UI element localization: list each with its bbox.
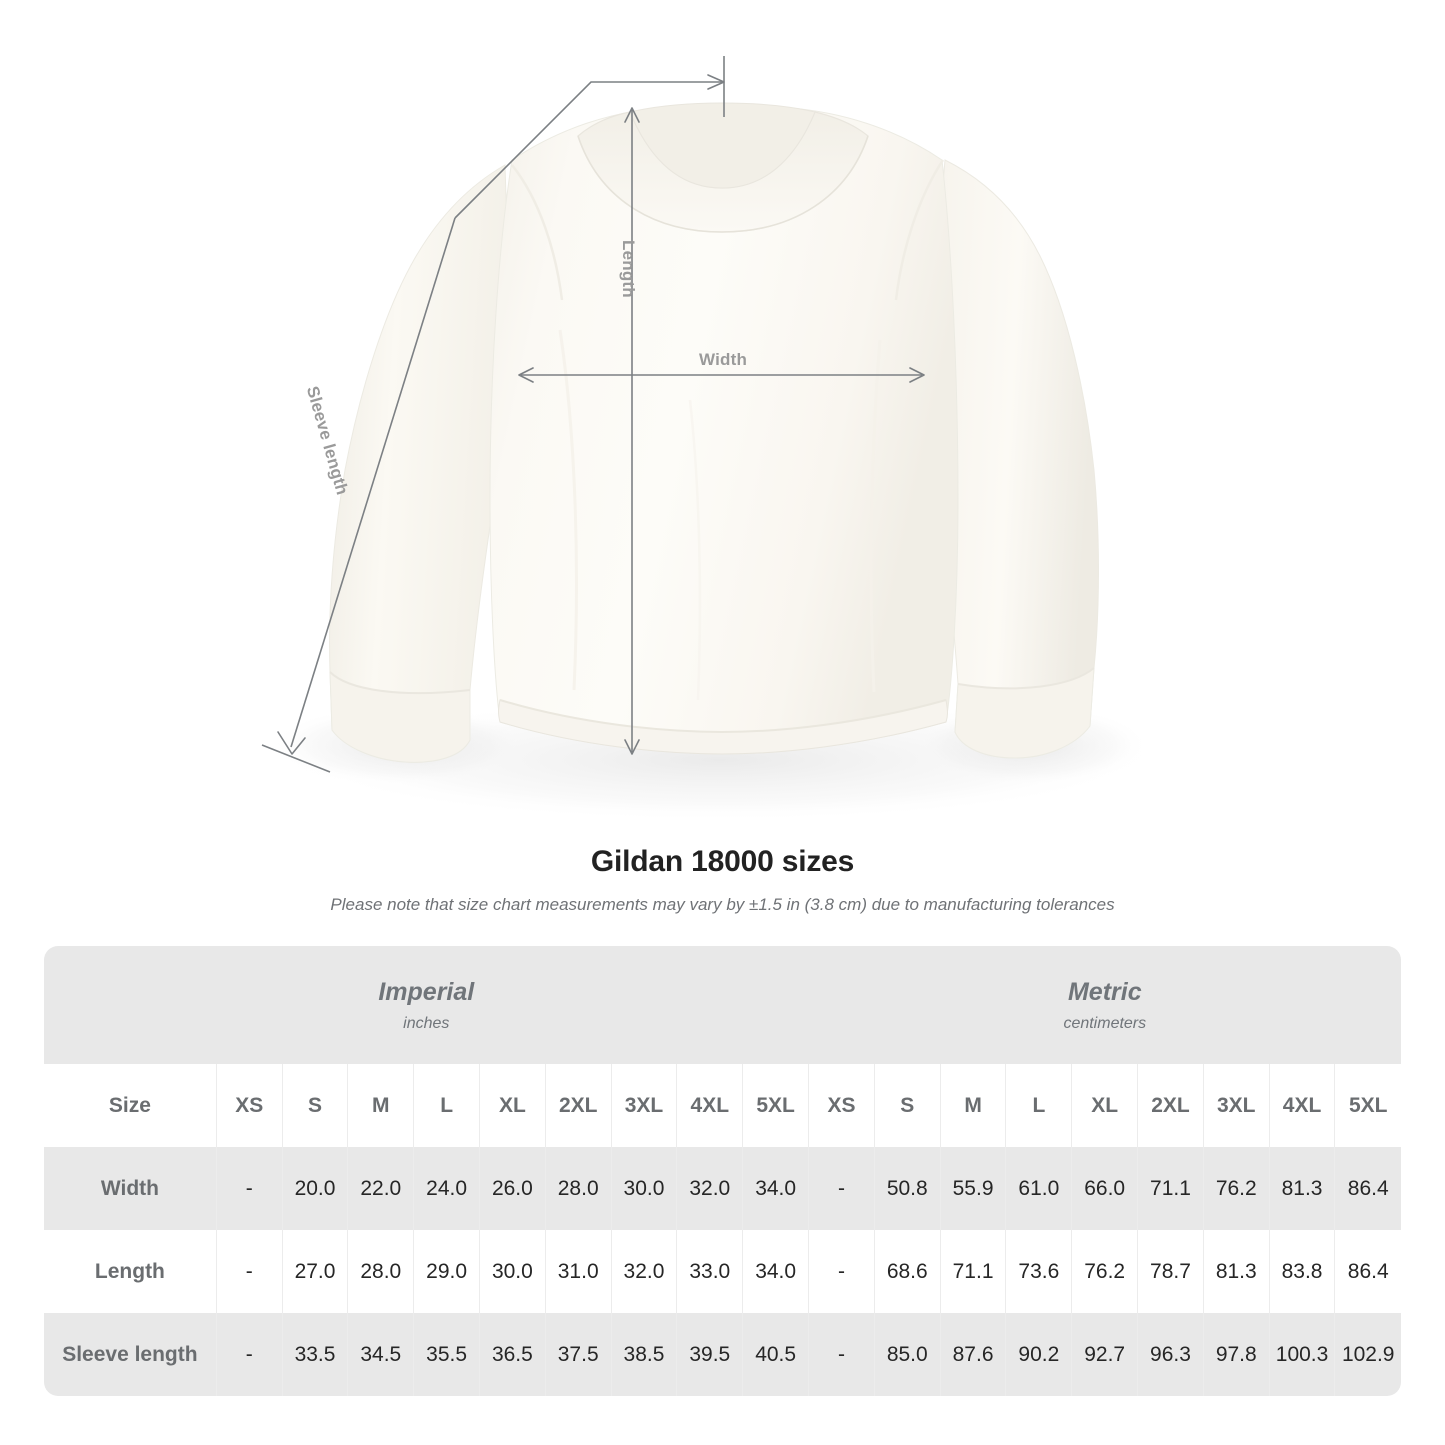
cell-length-imperial-2xl: 31.0 xyxy=(544,1230,612,1313)
cell-sleeve-imperial-4xl: 39.5 xyxy=(676,1313,743,1396)
length-dimension-label: Length xyxy=(619,240,638,298)
cell-width-metric-l: 61.0 xyxy=(1005,1147,1072,1230)
cell-length-metric-5xl: 86.4 xyxy=(1334,1230,1401,1313)
size-header-metric-s: S xyxy=(873,1064,941,1147)
cell-length-imperial-4xl: 33.0 xyxy=(676,1230,743,1313)
cell-width-imperial-s: 20.0 xyxy=(281,1147,348,1230)
cell-sleeve-imperial-l: 35.5 xyxy=(413,1313,480,1396)
cell-length-imperial-xs: - xyxy=(215,1230,283,1313)
size-header-imperial-3xl: 3XL xyxy=(610,1064,677,1147)
imperial-unit-sub: inches xyxy=(403,1015,450,1033)
cell-sleeve-metric-l: 90.2 xyxy=(1005,1313,1072,1396)
row-label-length: Length xyxy=(44,1230,217,1313)
size-header-row: Size XS S M L XL 2XL 3XL 4XL 5XL XS S M … xyxy=(44,1064,1401,1147)
size-header-metric-3xl: 3XL xyxy=(1202,1064,1270,1147)
size-header-imperial-s: S xyxy=(281,1064,348,1147)
cell-length-metric-xs: - xyxy=(808,1230,875,1313)
product-diagram-area: Length Width Sleeve length xyxy=(261,56,1150,822)
metric-unit-name: Metric xyxy=(1067,977,1142,1006)
cell-width-metric-xl: 66.0 xyxy=(1071,1147,1138,1230)
size-header-metric-2xl: 2XL xyxy=(1137,1064,1204,1147)
size-header-imperial-2xl: 2XL xyxy=(544,1064,612,1147)
cell-width-imperial-5xl: 34.0 xyxy=(742,1147,809,1230)
size-header-imperial-l: L xyxy=(413,1064,480,1147)
cell-width-metric-xs: - xyxy=(808,1147,875,1230)
cell-length-imperial-xl: 30.0 xyxy=(479,1230,546,1313)
cell-length-imperial-l: 29.0 xyxy=(413,1230,480,1313)
imperial-unit-cell: Imperial inches xyxy=(44,946,809,1064)
cell-length-imperial-s: 27.0 xyxy=(281,1230,348,1313)
cell-width-metric-5xl: 86.4 xyxy=(1334,1147,1401,1230)
cell-sleeve-metric-2xl: 96.3 xyxy=(1137,1313,1204,1396)
size-header-metric-5xl: 5XL xyxy=(1334,1064,1401,1147)
table-row: Sleeve length - 33.5 34.5 35.5 36.5 37.5… xyxy=(44,1313,1401,1396)
size-header-imperial-m: M xyxy=(347,1064,414,1147)
row-label-sleeve-length: Sleeve length xyxy=(44,1313,217,1396)
cell-width-imperial-l: 24.0 xyxy=(413,1147,480,1230)
cell-width-imperial-2xl: 28.0 xyxy=(544,1147,612,1230)
size-header-metric-xs: XS xyxy=(808,1064,875,1147)
cell-width-metric-3xl: 76.2 xyxy=(1202,1147,1270,1230)
table-row: Length - 27.0 28.0 29.0 30.0 31.0 32.0 3… xyxy=(44,1230,1401,1313)
cell-length-metric-m: 71.1 xyxy=(939,1230,1006,1313)
cell-width-metric-m: 55.9 xyxy=(939,1147,1006,1230)
cell-width-imperial-xl: 26.0 xyxy=(479,1147,546,1230)
table-row: Width - 20.0 22.0 24.0 26.0 28.0 30.0 32… xyxy=(44,1147,1401,1230)
cell-width-imperial-xs: - xyxy=(215,1147,283,1230)
cell-length-metric-4xl: 83.8 xyxy=(1268,1230,1335,1313)
cell-width-imperial-m: 22.0 xyxy=(347,1147,414,1230)
size-header-imperial-5xl: 5XL xyxy=(742,1064,809,1147)
cell-sleeve-imperial-s: 33.5 xyxy=(281,1313,348,1396)
cell-length-metric-3xl: 81.3 xyxy=(1202,1230,1270,1313)
row-label-width: Width xyxy=(44,1147,217,1230)
unit-banner-row: Imperial inches Metric centimeters xyxy=(44,946,1401,1064)
cell-sleeve-imperial-2xl: 37.5 xyxy=(544,1313,612,1396)
imperial-unit-name: Imperial xyxy=(378,977,475,1006)
cell-sleeve-imperial-m: 34.5 xyxy=(347,1313,414,1396)
size-header-metric-xl: XL xyxy=(1071,1064,1138,1147)
cell-length-metric-s: 68.6 xyxy=(873,1230,941,1313)
metric-unit-sub: centimeters xyxy=(1063,1015,1147,1033)
cell-sleeve-metric-m: 87.6 xyxy=(939,1313,1006,1396)
cell-sleeve-imperial-xl: 36.5 xyxy=(479,1313,546,1396)
size-header-imperial-4xl: 4XL xyxy=(676,1064,743,1147)
size-header-imperial-xs: XS xyxy=(215,1064,283,1147)
cell-length-metric-xl: 76.2 xyxy=(1071,1230,1138,1313)
size-header-metric-l: L xyxy=(1005,1064,1072,1147)
cell-sleeve-imperial-5xl: 40.5 xyxy=(742,1313,809,1396)
size-header-metric-4xl: 4XL xyxy=(1268,1064,1335,1147)
cell-sleeve-metric-3xl: 97.8 xyxy=(1202,1313,1270,1396)
sweatshirt-illustration xyxy=(270,102,1150,822)
size-chart-container: Imperial inches Metric centimeters Size … xyxy=(44,946,1401,1396)
left-sleeve xyxy=(329,164,513,763)
cell-sleeve-metric-s: 85.0 xyxy=(873,1313,941,1396)
cell-length-imperial-m: 28.0 xyxy=(347,1230,414,1313)
cell-sleeve-metric-4xl: 100.3 xyxy=(1268,1313,1335,1396)
cell-length-metric-l: 73.6 xyxy=(1005,1230,1072,1313)
cell-length-imperial-3xl: 32.0 xyxy=(610,1230,677,1313)
width-dimension-label: Width xyxy=(699,350,748,369)
size-header-imperial-xl: XL xyxy=(479,1064,546,1147)
cell-length-imperial-5xl: 34.0 xyxy=(742,1230,809,1313)
metric-unit-cell: Metric centimeters xyxy=(808,946,1401,1064)
tolerance-note: Please note that size chart measurements… xyxy=(330,895,1115,914)
page-title: Gildan 18000 sizes xyxy=(590,845,855,878)
size-label-cell: Size xyxy=(44,1064,217,1147)
size-chart-table: Imperial inches Metric centimeters Size … xyxy=(44,946,1401,1396)
cell-length-metric-2xl: 78.7 xyxy=(1137,1230,1204,1313)
cell-sleeve-imperial-3xl: 38.5 xyxy=(610,1313,677,1396)
title-block: Gildan 18000 sizes Please note that size… xyxy=(0,845,1445,915)
size-header-metric-m: M xyxy=(939,1064,1006,1147)
cell-width-metric-s: 50.8 xyxy=(873,1147,941,1230)
cell-width-imperial-3xl: 30.0 xyxy=(610,1147,677,1230)
cell-sleeve-metric-xs: - xyxy=(808,1313,875,1396)
cell-width-metric-2xl: 71.1 xyxy=(1137,1147,1204,1230)
cell-sleeve-metric-5xl: 102.9 xyxy=(1334,1313,1401,1396)
cell-width-metric-4xl: 81.3 xyxy=(1268,1147,1335,1230)
cell-sleeve-imperial-xs: - xyxy=(215,1313,283,1396)
cell-width-imperial-4xl: 32.0 xyxy=(676,1147,743,1230)
cell-sleeve-metric-xl: 92.7 xyxy=(1071,1313,1138,1396)
